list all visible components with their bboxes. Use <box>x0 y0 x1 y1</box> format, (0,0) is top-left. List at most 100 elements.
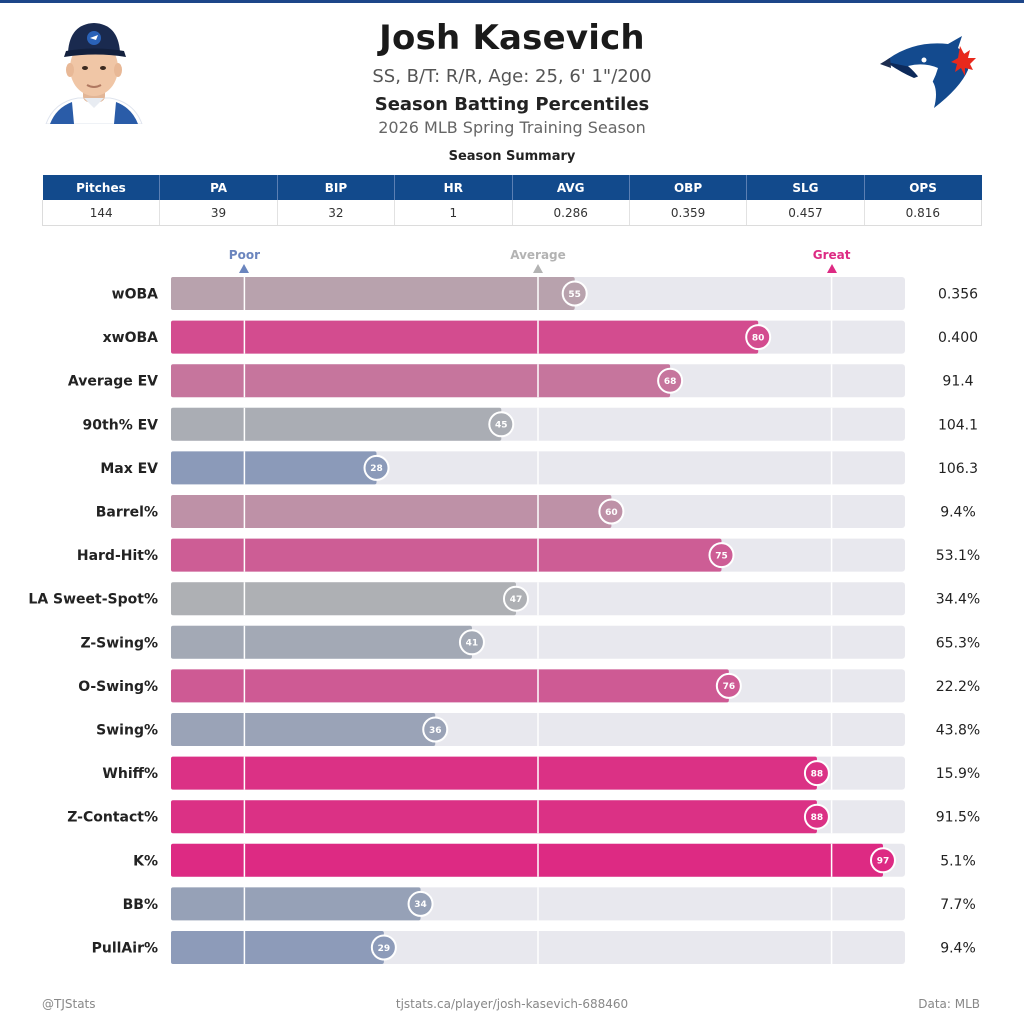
metric-value: 34.4% <box>936 592 980 608</box>
percentile-dot <box>745 324 772 351</box>
team-logo <box>878 26 982 112</box>
percentile-dot <box>708 542 735 569</box>
metric-label: Barrel% <box>96 505 158 521</box>
season-summary-table: Pitches PA BIP HR AVG OBP SLG OPS 144 39… <box>41 175 983 226</box>
metric-value: 91.4 <box>942 374 973 390</box>
percentile-dot <box>488 411 515 438</box>
percentile-bar <box>171 495 612 528</box>
percentile-dot <box>370 934 397 961</box>
percentile-bar <box>171 582 516 616</box>
summary-header-cell: AVG <box>512 175 630 200</box>
percentile-dot <box>422 716 449 743</box>
summary-header-cell: PA <box>159 175 278 200</box>
metric-label: Z-Swing% <box>80 635 158 651</box>
percentile-bar <box>171 887 421 921</box>
summary-header-row: Pitches PA BIP HR AVG OBP SLG OPS <box>42 175 982 200</box>
metric-label: K% <box>133 853 158 869</box>
percentile-label: 76 <box>723 682 736 692</box>
summary-header-cell: Pitches <box>42 175 161 200</box>
metric-label: Whiff% <box>102 766 158 782</box>
metric-label: O-Swing% <box>78 679 158 695</box>
percentile-bar <box>171 713 436 746</box>
metric-value: 9.4% <box>940 505 976 521</box>
percentile-label: 97 <box>877 857 890 867</box>
metric-label: Z-Contact% <box>67 810 158 826</box>
percentile-label: 55 <box>568 290 581 300</box>
metric-value: 91.5% <box>936 810 980 826</box>
metric-label: Max EV <box>100 461 158 477</box>
percentile-dot <box>657 367 684 394</box>
season-label: 2026 MLB Spring Training Season <box>378 118 646 137</box>
chart-subtitle: Season Batting Percentiles <box>374 94 650 115</box>
metric-value: 9.4% <box>940 941 976 957</box>
metric-label: wOBA <box>112 287 159 303</box>
summary-header-cell: BIP <box>277 175 396 200</box>
metric-value: 5.1% <box>940 853 976 869</box>
percentile-label: 36 <box>429 726 442 736</box>
percentile-dot <box>502 585 529 612</box>
metric-value: 7.7% <box>940 897 976 913</box>
percentile-label: 75 <box>715 551 728 561</box>
percentile-bar <box>171 364 671 398</box>
poor-mark-label: Poor <box>228 248 260 262</box>
percentile-dot <box>561 280 588 307</box>
metric-label: 90th% EV <box>83 417 159 433</box>
percentile-bar <box>171 320 759 354</box>
percentile-bar <box>171 756 817 790</box>
percentile-bar <box>171 843 883 877</box>
percentile-label: 29 <box>378 944 391 954</box>
percentile-bar <box>171 625 472 659</box>
metric-value: 22.2% <box>936 679 980 695</box>
percentile-bar <box>171 669 729 703</box>
metric-value: 106.3 <box>938 461 978 477</box>
summary-header-cell: SLG <box>746 175 865 200</box>
top-rule <box>0 0 1024 3</box>
summary-value-cell: 0.359 <box>629 200 748 226</box>
summary-value-cell: 0.286 <box>512 200 630 226</box>
summary-title: Season Summary <box>448 149 576 164</box>
percentile-label: 41 <box>466 639 479 649</box>
summary-value-row: 144 39 32 1 0.286 0.359 0.457 0.816 <box>41 200 983 226</box>
footer-credit: @TJStats <box>42 997 96 1011</box>
percentile-label: 34 <box>414 900 427 910</box>
percentile-bar <box>171 931 384 964</box>
summary-value-cell: 0.816 <box>864 200 983 226</box>
metric-label: Swing% <box>96 723 158 739</box>
summary-value-cell: 1 <box>394 200 513 226</box>
percentile-bar <box>171 800 817 834</box>
metric-label: xwOBA <box>103 330 159 346</box>
percentile-label: 88 <box>811 769 824 779</box>
average-mark-triangle-icon <box>533 264 543 273</box>
metric-value: 0.400 <box>938 330 978 346</box>
percentile-bar <box>171 277 575 310</box>
summary-header-cell: HR <box>394 175 513 200</box>
great-mark-triangle-icon <box>826 264 837 273</box>
metric-label: Average EV <box>68 374 158 390</box>
metric-label: LA Sweet-Spot% <box>28 592 158 608</box>
percentile-dot <box>363 454 390 481</box>
great-mark-label: Great <box>812 248 851 262</box>
metric-value: 43.8% <box>936 723 980 739</box>
percentile-bar <box>171 407 502 441</box>
percentile-dot <box>869 847 896 874</box>
summary-header-cell: OPS <box>864 175 982 200</box>
percentile-label: 80 <box>752 333 765 343</box>
metric-value: 0.356 <box>938 287 978 303</box>
summary-value-cell: 0.457 <box>746 200 865 226</box>
player-bio: SS, B/T: R/R, Age: 25, 6' 1"/200 <box>372 66 652 87</box>
summary-value-cell: 39 <box>159 200 278 226</box>
metric-label: Hard-Hit% <box>77 548 158 564</box>
percentile-dot <box>803 760 830 787</box>
poor-mark-triangle-icon <box>239 264 250 273</box>
metric-value: 65.3% <box>936 635 980 651</box>
player-name: Josh Kasevich <box>379 18 645 58</box>
summary-value-cell: 144 <box>41 200 161 226</box>
footer-url: tjstats.ca/player/josh-kasevich-688460 <box>395 997 629 1011</box>
percentile-bar <box>171 451 377 485</box>
percentile-dot <box>715 672 742 699</box>
percentile-label: 47 <box>510 595 523 605</box>
footer-source: Data: MLB <box>918 997 980 1011</box>
percentile-dot <box>458 629 485 656</box>
metric-value: 104.1 <box>938 417 978 433</box>
